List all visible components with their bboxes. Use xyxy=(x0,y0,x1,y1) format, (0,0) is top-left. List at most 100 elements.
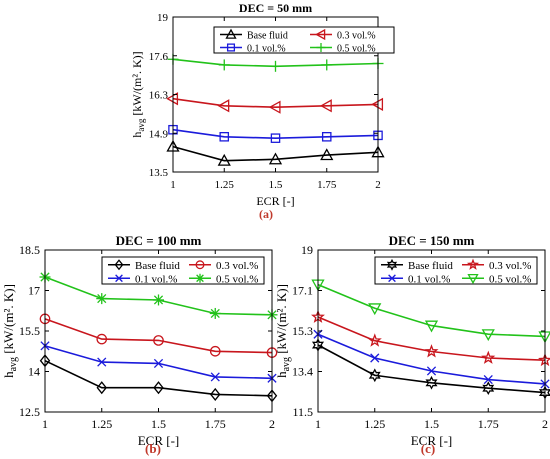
legend-label: Base fluid xyxy=(247,31,288,42)
legend-label: 0.5 vol.% xyxy=(489,273,531,285)
x-axis-label: ECR [-] xyxy=(256,194,294,208)
series-4 xyxy=(167,53,384,72)
series-line xyxy=(317,344,546,394)
data-point xyxy=(210,372,220,382)
x-tick-label: 1.25 xyxy=(364,417,385,431)
series-line xyxy=(172,97,379,109)
series-1 xyxy=(39,354,278,403)
x-tick-label: 2 xyxy=(269,417,275,431)
data-point xyxy=(97,357,107,367)
legend-label: 0.1 vol.% xyxy=(247,44,286,55)
data-point xyxy=(425,375,438,390)
legend-item: 0.1 vol.% xyxy=(381,273,450,285)
legend: Base fluid 0.3 vol.% 0.1 vol.% 0.5 vol.% xyxy=(101,256,265,285)
data-point xyxy=(153,381,164,395)
x-tick-label: 1.25 xyxy=(91,417,112,431)
legend-item: Base fluid xyxy=(220,28,288,42)
chart-panel-1: DEC = 50 mm 1 1.25 1.5 1.75 2 13.5 14.9 16.3 17.6… xyxy=(130,1,395,221)
legend-item: 0.5 vol.% xyxy=(310,43,376,55)
x-tick-label: 1 xyxy=(315,417,321,431)
x-tick-label: 1.5 xyxy=(269,179,283,191)
y-tick-label: 17 xyxy=(28,284,40,298)
legend-marker xyxy=(466,258,480,270)
data-point xyxy=(96,333,108,345)
legend-label: Base fluid xyxy=(408,260,453,272)
data-point xyxy=(153,358,164,368)
y-tick-label: 17.1 xyxy=(292,284,313,298)
panel-label: (c) xyxy=(421,441,435,456)
series-1 xyxy=(311,338,550,400)
legend-item: 0.3 vol.% xyxy=(189,260,258,272)
series-line xyxy=(317,283,546,338)
x-tick-label: 1 xyxy=(42,417,48,431)
y-axis-label: havg [kW/(m². K)] xyxy=(274,284,292,378)
legend-item: 0.1 vol.% xyxy=(220,43,286,55)
data-point xyxy=(481,350,496,364)
series-line xyxy=(44,318,273,354)
legend-marker xyxy=(225,28,237,39)
y-tick-label: 12.5 xyxy=(19,405,40,419)
data-point xyxy=(426,366,437,376)
data-point xyxy=(424,320,439,333)
data-point xyxy=(320,148,334,161)
series-4 xyxy=(311,279,550,344)
legend-label: Base fluid xyxy=(135,260,180,272)
data-point xyxy=(210,387,221,401)
legend-box xyxy=(213,26,395,54)
chart-title: DEC = 50 mm xyxy=(239,1,312,15)
data-point xyxy=(96,293,108,305)
data-point xyxy=(319,99,332,113)
data-point xyxy=(371,97,384,111)
data-point xyxy=(217,99,230,113)
y-tick-label: 18.5 xyxy=(19,243,40,257)
legend-marker xyxy=(226,43,236,52)
data-point xyxy=(153,294,164,306)
legend-item: 0.3 vol.% xyxy=(310,28,376,42)
series-line xyxy=(44,345,273,380)
series-3 xyxy=(40,341,277,383)
data-point xyxy=(209,307,221,319)
legend-marker xyxy=(315,28,326,41)
x-tick-label: 1.5 xyxy=(424,417,439,431)
legend-label: 0.3 vol.% xyxy=(489,260,531,272)
data-point xyxy=(321,131,332,142)
data-point xyxy=(321,59,333,71)
legend-label: 0.5 vol.% xyxy=(337,44,376,55)
series-line xyxy=(44,359,273,397)
x-axis-label: ECR [-] xyxy=(411,433,453,448)
x-tick-label: 1.75 xyxy=(478,417,499,431)
data-point xyxy=(367,333,382,347)
legend-box xyxy=(374,256,538,285)
y-tick-label: 17.6 xyxy=(149,51,169,63)
data-point xyxy=(368,368,381,383)
data-point xyxy=(96,381,107,395)
x-tick-label: 1.75 xyxy=(205,417,226,431)
legend-marker xyxy=(115,274,123,283)
y-tick-label: 15.3 xyxy=(292,324,313,338)
data-point xyxy=(270,60,281,72)
data-point xyxy=(270,133,281,143)
series-2 xyxy=(39,313,278,358)
legend-label: 0.3 vol.% xyxy=(337,31,376,42)
legend-label: 0.1 vol.% xyxy=(408,273,450,285)
series-line xyxy=(317,316,546,361)
legend-marker xyxy=(316,43,326,52)
data-point xyxy=(483,375,493,385)
legend-marker xyxy=(114,259,124,271)
legend: Base fluid 0.3 vol.% 0.1 vol.% 0.5 vol.% xyxy=(213,26,395,55)
legend-item: 0.1 vol.% xyxy=(108,273,177,285)
panel-label: (b) xyxy=(145,441,161,456)
panel-label: (a) xyxy=(259,207,273,221)
legend-marker xyxy=(386,258,398,271)
y-axis-label: havg [kW/(m². K)] xyxy=(1,284,19,378)
legend-marker xyxy=(195,260,205,270)
data-point xyxy=(424,344,439,358)
data-point xyxy=(482,381,495,396)
x-tick-label: 1.75 xyxy=(317,179,337,191)
legend-box xyxy=(101,256,265,285)
x-tick-label: 1.5 xyxy=(151,417,166,431)
chart-title: DEC = 150 mm xyxy=(389,233,475,248)
legend-label: 0.5 vol.% xyxy=(216,273,258,285)
series-2 xyxy=(166,92,384,114)
